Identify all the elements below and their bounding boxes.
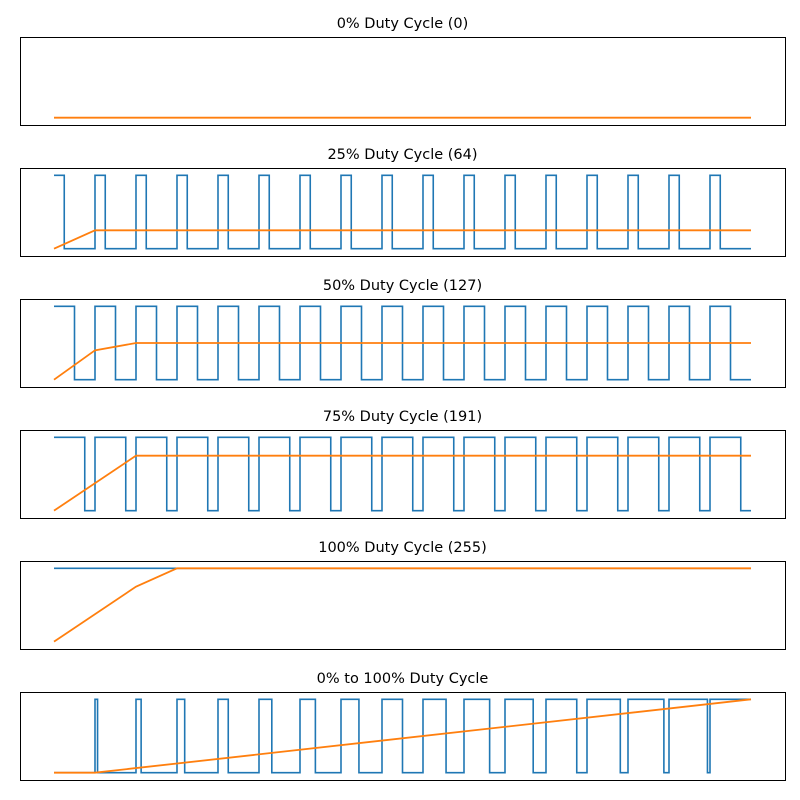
subplot-frame xyxy=(20,37,786,126)
subplot-frame xyxy=(20,299,786,388)
subplot-title: 25% Duty Cycle (64) xyxy=(327,147,477,163)
subplot-1: 0% Duty Cycle (0) xyxy=(20,16,786,126)
average-voltage-line xyxy=(53,567,751,643)
pwm-signal-line xyxy=(54,436,751,512)
average-voltage-line xyxy=(53,229,751,250)
pwm-signal-line xyxy=(54,174,751,250)
subplot-4: 75% Duty Cycle (191) xyxy=(20,409,786,519)
subplot-frame xyxy=(20,561,786,650)
subplot-2: 25% Duty Cycle (64) xyxy=(20,147,786,257)
subplot-frame xyxy=(20,168,786,257)
average-voltage-line xyxy=(54,698,752,774)
subplot-frame xyxy=(20,692,786,781)
subplot-title: 50% Duty Cycle (127) xyxy=(323,278,482,294)
subplot-title: 0% Duty Cycle (0) xyxy=(337,16,469,32)
pwm-signal-line xyxy=(54,698,751,774)
subplot-3: 50% Duty Cycle (127) xyxy=(20,278,786,388)
average-voltage-line xyxy=(53,454,751,512)
subplot-title: 75% Duty Cycle (191) xyxy=(323,409,482,425)
subplot-title: 0% to 100% Duty Cycle xyxy=(317,671,489,687)
subplot-frame xyxy=(20,430,786,519)
subplot-5: 100% Duty Cycle (255) xyxy=(20,540,786,650)
average-voltage-line xyxy=(53,342,751,381)
subplot-title: 100% Duty Cycle (255) xyxy=(318,540,487,556)
subplot-6: 0% to 100% Duty Cycle xyxy=(20,671,786,781)
